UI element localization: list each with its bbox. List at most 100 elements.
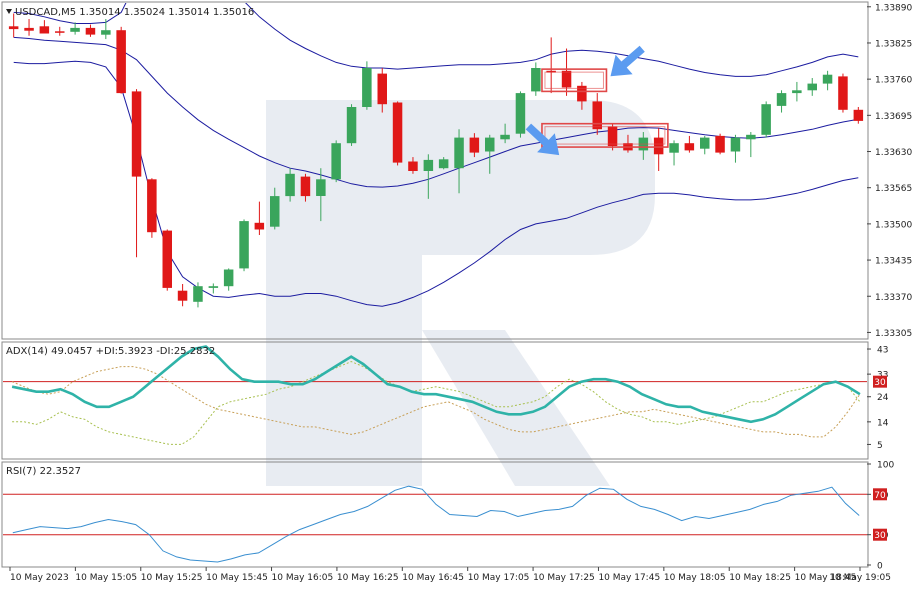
candle [331,140,341,183]
candle-body [147,179,157,233]
candle-body [177,290,188,301]
highlight-inner [544,126,666,145]
candle [39,20,50,34]
candle [285,168,295,202]
candle-body [669,143,679,153]
rsi-tick-label: 100 [877,461,894,471]
candle-body [730,137,741,152]
time-tick-label: 10 May 19:05 [829,573,891,583]
candle [423,154,434,199]
price-tick-label: 1.33760 [875,76,912,86]
upper-band-line [13,3,859,77]
candle [853,106,864,124]
candle-body [162,230,172,288]
header[interactable]: USDCAD,M5 1.35014 1.35024 1.35014 1.3501… [6,7,254,18]
candle [362,61,372,110]
candle-body [116,30,126,94]
candle [807,78,817,96]
candle [715,133,725,155]
price-panel-frame [1,1,869,340]
candle [531,62,541,96]
rsi-panel [3,485,867,563]
time-tick-label: 10 May 16:05 [272,573,334,583]
candle [101,19,111,40]
candle-body [39,26,50,34]
candle-body [853,109,864,121]
candle [223,268,234,291]
candle [761,101,771,138]
candle-body [700,137,710,149]
rsi-level-badge: 30 [873,528,887,541]
time-tick-label: 10 May 17:25 [533,573,595,583]
candle [792,81,802,102]
level-badge-text: 30 [874,531,886,541]
candle-body [254,222,265,230]
price-tick-label: 1.33630 [875,148,912,158]
candle [193,282,203,308]
candle-body [346,107,357,144]
candle-body [838,76,848,110]
candle-body [684,143,695,151]
time-tick-label: 10 May 17:05 [468,573,530,583]
candle-body [746,134,756,140]
candle-body [300,176,311,197]
time-tick-label: 10 May 16:25 [337,573,399,583]
time-tick-label: 10 May 15:45 [206,573,268,583]
candle-body [454,137,464,169]
rsi-title: RSI(7) 22.3527 [6,466,81,477]
candle-body [776,93,787,106]
adx-tick-label: 24 [877,393,889,403]
candle-body [8,26,19,30]
arrow-upper-icon [610,45,645,77]
highlight-box-upper [541,68,608,93]
candle-body [469,137,480,153]
candle [8,13,19,38]
candle-body [592,101,602,130]
candle [730,134,741,163]
rsi-level-badge: 70 [873,488,887,501]
candle-body [438,159,449,169]
candle [116,26,126,94]
candle [316,168,326,222]
candle [653,128,664,171]
level-badge-text: 70 [874,491,886,501]
candle-body [223,269,234,287]
highlight-inner [544,71,604,89]
candle [408,157,418,174]
candle [607,123,618,151]
candle [515,91,526,138]
candle [270,187,280,230]
candle [669,140,679,166]
candle-body [239,221,249,269]
candle [592,93,602,135]
adx-tick-label: 33 [877,371,888,381]
candle [377,68,387,113]
symbol-header: USDCAD,M5 1.35014 1.35024 1.35014 1.3501… [15,7,254,18]
dropdown-triangle-icon[interactable] [6,9,12,14]
candle [469,133,480,158]
candle [700,135,710,155]
price-tick-label: 1.33825 [875,39,912,49]
adx-tick-label: 14 [877,418,889,428]
candle-body [577,85,587,102]
candle-body [377,73,387,105]
candle [822,70,833,91]
candle [776,90,787,113]
level-badge-bg [873,528,887,541]
candle-body [85,27,96,35]
time-tick-label: 10 May 18:45 [795,573,857,583]
candle-body [193,286,203,302]
candle [438,157,449,170]
arrow-lower-icon [525,123,560,156]
candle-body [270,196,280,227]
rsi-tick-label: 0 [877,562,883,572]
time-tick-label: 10 May 18:25 [729,573,791,583]
candle [239,219,249,272]
candle-body [822,74,833,84]
candle-body [761,104,771,135]
time-tick-label: 10 May 17:45 [598,573,660,583]
axes: 1.33890 1.33825 1.33760 1.33695 1.33630 1.335… [9,3,912,583]
candle-body [70,27,80,32]
candle [55,26,65,36]
candle [454,129,464,194]
